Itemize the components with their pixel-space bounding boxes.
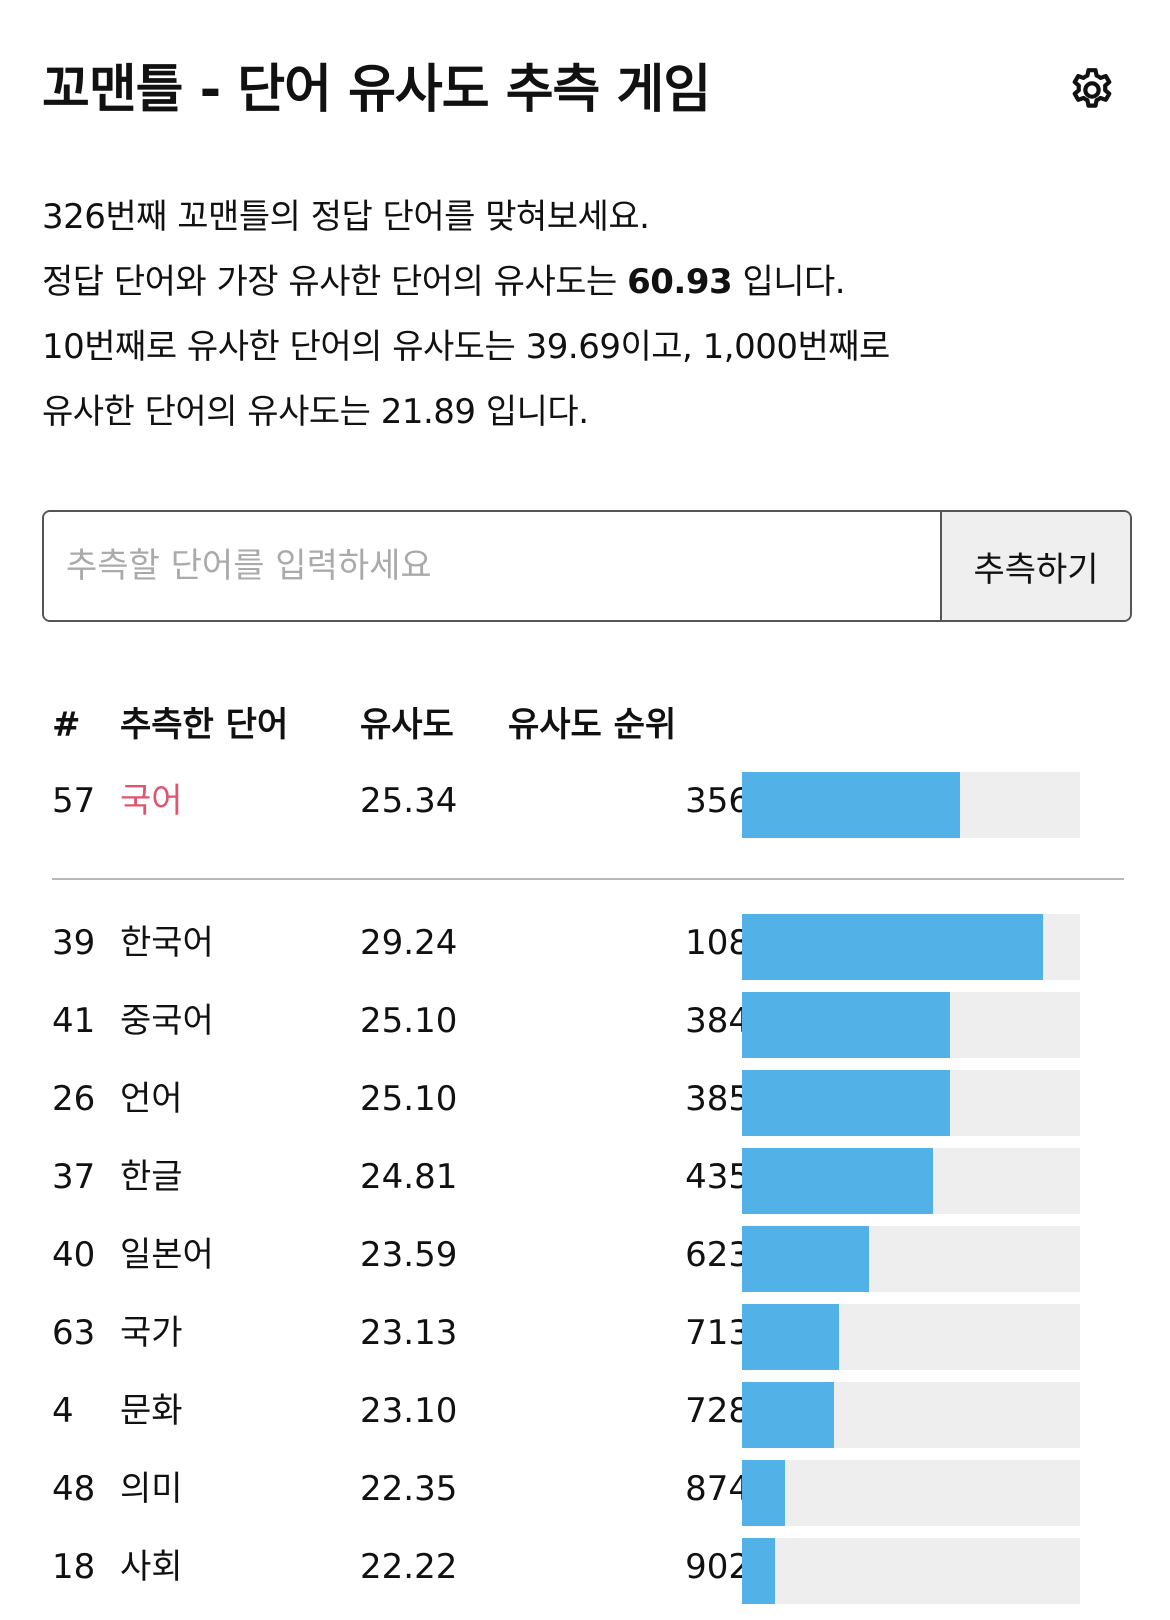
similarity-value: 29.24 [360,923,458,963]
guess-number: 41 [52,1001,96,1041]
latest-guess-row: 57 국어 25.34 356 [52,766,1132,844]
rank-bar-track [742,992,1080,1058]
similarity-value: 25.10 [360,1001,458,1041]
table-row: 26 언어 25.10 385 [52,1064,1132,1142]
rank-bar-fill [742,992,951,1058]
rank-bar-track [742,772,1080,838]
guess-number: 63 [52,1313,96,1353]
similarity-rank: 728 [685,1391,750,1431]
header-rank: 유사도 순위 [508,705,677,745]
header-word: 추측한 단어 [120,705,289,745]
table-row: 37 한글 24.81 435 [52,1142,1132,1220]
guessed-word: 국어 [120,781,183,821]
rank-bar-fill [742,1538,776,1604]
rank-bar-track [742,1148,1080,1214]
table-row: 39 한국어 29.24 108 [52,908,1132,986]
table-row: 41 중국어 25.10 384 [52,986,1132,1064]
header: 꼬맨틀 - 단어 유사도 추측 게임 [42,50,1132,130]
rank-bar-fill [742,1460,785,1526]
similarity-rank: 902 [685,1547,750,1587]
rank-bar-fill [742,1382,834,1448]
guessed-word: 국가 [120,1313,183,1353]
intro-line-2-prefix: 정답 단어와 가장 유사한 단어의 유사도는 [42,262,628,302]
similarity-value: 23.59 [360,1235,458,1275]
similarity-rank: 385 [685,1079,750,1119]
intro-line-4: 유사한 단어의 유사도는 21.89 입니다. [42,392,589,432]
similarity-rank: 623 [685,1235,750,1275]
guessed-word: 언어 [120,1079,183,1119]
guess-button[interactable]: 추측하기 [940,512,1130,620]
similarity-value: 23.13 [360,1313,458,1353]
similarity-value: 23.10 [360,1391,458,1431]
intro-line-2-suffix: 입니다. [732,262,846,302]
table-row: 40 일본어 23.59 623 [52,1220,1132,1298]
similarity-value: 24.81 [360,1157,458,1197]
guessed-word: 문화 [120,1391,183,1431]
intro-line-3: 10번째로 유사한 단어의 유사도는 39.69이고, 1,000번째로 [42,327,890,367]
similarity-value: 25.34 [360,781,458,821]
rank-bar-fill [742,1226,870,1292]
similarity-rank: 713 [685,1313,750,1353]
guess-number: 48 [52,1469,96,1509]
guess-number: 40 [52,1235,96,1275]
guessed-word: 한글 [120,1157,183,1197]
rank-bar-fill [742,1070,950,1136]
rank-bar-fill [742,914,1044,980]
rank-bar-track [742,1304,1080,1370]
similarity-value: 25.10 [360,1079,458,1119]
rank-bar-fill [742,772,960,838]
guess-number: 4 [52,1391,74,1431]
rank-bar-track [742,1538,1080,1604]
similarity-rank: 384 [685,1001,750,1041]
page-title: 꼬맨틀 - 단어 유사도 추측 게임 [42,60,711,120]
guessed-word: 일본어 [120,1235,214,1275]
guessed-word: 한국어 [120,923,214,963]
intro-line-1: 326번째 꼬맨틀의 정답 단어를 맞혀보세요. [42,197,650,237]
guess-number: 37 [52,1157,96,1197]
table-row: 63 국가 23.13 713 [52,1298,1132,1376]
similarity-rank: 435 [685,1157,750,1197]
rank-bar-fill [742,1148,933,1214]
rank-bar-track [742,1460,1080,1526]
rank-bar-track [742,1226,1080,1292]
header-similarity: 유사도 [360,705,454,745]
guess-form: 추측하기 [42,510,1132,622]
rank-bar-fill [742,1304,839,1370]
gear-icon[interactable] [1067,65,1117,115]
guessed-word: 사회 [120,1547,183,1587]
similarity-rank: 874 [685,1469,750,1509]
top-similarity-value: 60.93 [627,262,733,302]
rank-bar-track [742,914,1080,980]
header-num: # [52,705,81,745]
table-row: 48 의미 22.35 874 [52,1454,1132,1532]
similarity-rank: 356 [685,781,750,821]
similarity-value: 22.22 [360,1547,458,1587]
guess-number: 39 [52,923,96,963]
guessed-word: 중국어 [120,1001,214,1041]
guess-input[interactable] [44,512,940,620]
table-header: # 추측한 단어 유사도 유사도 순위 [52,690,1132,766]
intro-text: 326번째 꼬맨틀의 정답 단어를 맞혀보세요. 정답 단어와 가장 유사한 단… [42,185,1132,445]
similarity-value: 22.35 [360,1469,458,1509]
table-row: 4 문화 23.10 728 [52,1376,1132,1454]
rank-bar-track [742,1382,1080,1448]
intro-line-2: 정답 단어와 가장 유사한 단어의 유사도는 60.93 입니다. [42,250,1132,315]
similarity-rank: 108 [685,923,750,963]
table-row: 18 사회 22.22 902 [52,1532,1132,1610]
guessed-word: 의미 [120,1469,183,1509]
guess-table: # 추측한 단어 유사도 유사도 순위 57 국어 25.34 356 39 한국어 29… [52,690,1132,1610]
guess-number: 57 [52,781,96,821]
rank-bar-track [742,1070,1080,1136]
guess-number: 26 [52,1079,96,1119]
guess-number: 18 [52,1547,96,1587]
divider [52,878,1124,880]
